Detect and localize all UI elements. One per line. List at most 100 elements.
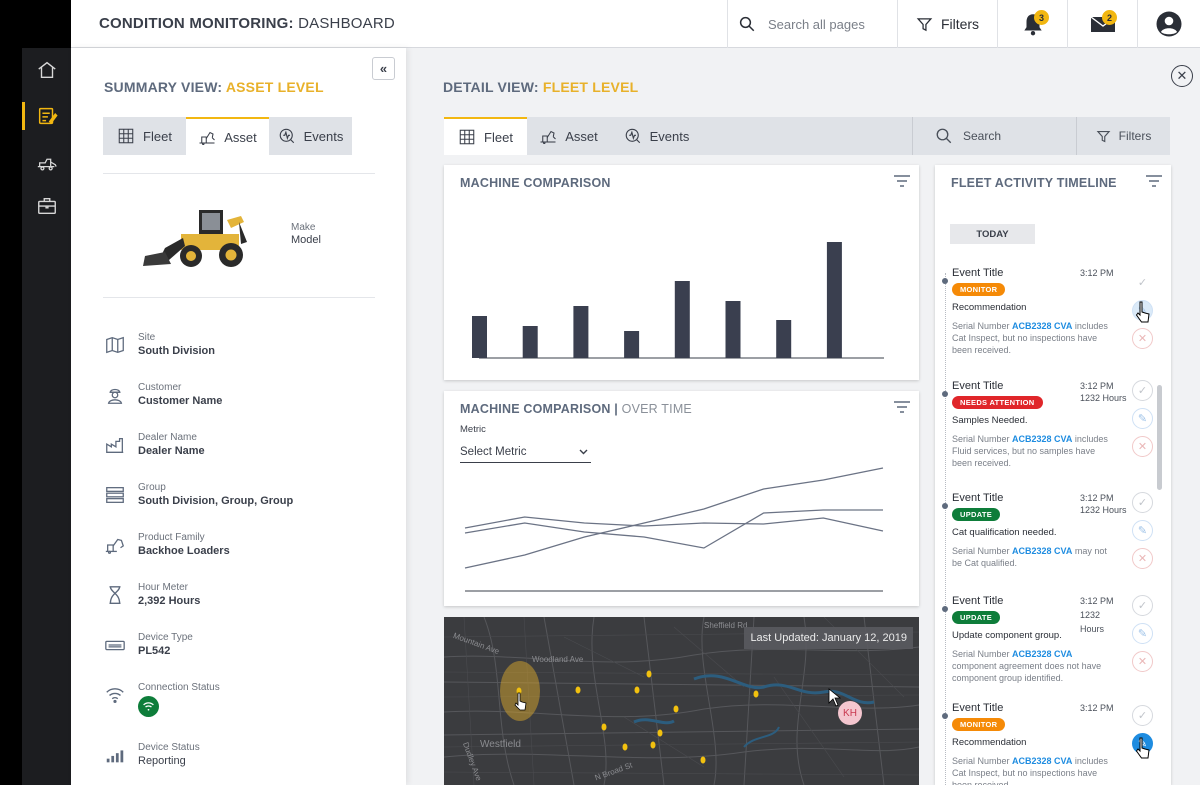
detail-search-label: Search [963,129,1002,143]
attr-device-status: Device Status Reporting [104,742,384,782]
event-time: 3:12 PM [1080,381,1114,391]
backhoe-icon [104,534,126,556]
user-avatar[interactable] [1137,0,1200,48]
event-serial-link[interactable]: ACB2328 CVA [1012,756,1073,766]
bar-chart-bar[interactable] [725,301,741,358]
event-desc-post: includes Fluid services, but no samples … [952,434,1108,468]
detail-tab-events[interactable]: Events [610,117,703,155]
wifi-connected-icon [143,702,154,711]
line-chart-series[interactable] [464,467,884,569]
close-icon[interactable]: ✕ [1132,328,1153,349]
search-icon [739,16,755,32]
timeline-event[interactable]: Event Title 3:12 PM 1232 Hours UPDATE Up… [935,595,1171,705]
event-desc-pre: Serial Number [952,321,1013,331]
event-desc-post: includes Cat Inspect, but no inspections… [952,756,1108,785]
map-marker [650,741,656,749]
summary-title: SUMMARY VIEW: ASSET LEVEL [104,79,324,95]
summary-tab-fleet[interactable]: Fleet [103,117,186,155]
chevron-down-icon [579,449,588,454]
bar-chart-bar[interactable] [522,326,538,358]
attr-customer: Customer Customer Name [104,382,384,422]
attr-group-label: Group [138,482,166,493]
close-icon[interactable]: ✕ [1132,651,1153,672]
edit-icon[interactable]: ✎ [1132,623,1153,644]
summary-tab-events[interactable]: Events [269,117,352,155]
briefcase-icon[interactable] [22,186,71,226]
line-chart-series[interactable] [464,509,883,549]
check-icon[interactable]: ✓ [1132,595,1153,616]
pointer-cursor-icon [1135,737,1150,759]
summary-tab-asset-label: Asset [224,129,257,145]
window-edge [0,0,22,785]
event-serial-link[interactable]: ACB2328 CVA [1012,546,1073,556]
messages-button[interactable]: 2 [1067,0,1137,48]
machine-icon[interactable] [22,142,71,182]
card-filter-icon[interactable] [1146,175,1162,187]
edit-note-icon[interactable] [22,96,71,136]
detail-search[interactable]: Search [912,117,1076,155]
detail-tab-fleet[interactable]: Fleet [444,117,527,155]
check-icon[interactable]: ✓ [1132,705,1153,726]
search-icon [936,128,952,144]
fleet-map[interactable]: Mountain Ave Woodland Ave Westfield Shef… [444,617,919,785]
close-icon[interactable]: ✕ [1132,436,1153,457]
window-edge-top [22,0,71,48]
summary-tab-events-label: Events [303,128,344,144]
event-recommendation: Update component group. [952,630,1062,641]
event-dot [942,606,948,612]
hourglass-icon [104,584,126,606]
header-filters-button[interactable]: Filters [897,0,997,48]
timeline-event[interactable]: Event Title 3:12 PM 1232 Hours UPDATE Ca… [935,492,1171,602]
summary-tab-asset[interactable]: Asset [186,117,269,155]
edit-icon[interactable]: ✎ [1132,520,1153,541]
summary-title-prefix: SUMMARY VIEW: [104,79,226,95]
bar-chart-bar[interactable] [573,306,589,358]
edit-icon[interactable]: ✎ [1132,408,1153,429]
metric-select[interactable]: Select Metric [460,441,591,463]
check-icon[interactable]: ✓ [1132,380,1153,401]
detail-filters-button[interactable]: Filters [1076,117,1170,155]
event-serial-link[interactable]: ACB2328 CVA [1012,434,1073,444]
grid-icon [118,128,134,144]
event-dot [942,278,948,284]
timeline-scrollbar[interactable] [1157,385,1162,490]
filter-icon [916,17,933,31]
card-filter-icon[interactable] [894,175,910,187]
global-search[interactable] [727,0,897,48]
bar-chart-bar[interactable] [674,281,690,358]
timeline-event[interactable]: Event Title 3:12 PM 1232 Hours NEEDS ATT… [935,380,1171,490]
connection-status-badge [138,696,159,717]
event-title: Event Title [952,492,1004,504]
event-serial-link[interactable]: ACB2328 CVA [1012,649,1073,659]
attr-connection-status: Connection Status [104,682,384,722]
detail-tab-asset[interactable]: Asset [527,117,610,155]
event-hours: 1232 Hours [1080,505,1127,515]
timeline-event[interactable]: Event Title 3:12 PM MONITOR Recommendati… [935,702,1171,785]
page-title-rest: DASHBOARD [293,15,395,32]
over-time-subtitle: OVER TIME [621,402,692,416]
close-detail-button[interactable]: ✕ [1171,65,1193,87]
user-location-avatar[interactable]: KH [838,701,862,725]
bar-chart-bar[interactable] [472,316,487,358]
timeline-event[interactable]: Event Title 3:12 PM MONITOR Recommendati… [935,267,1171,377]
collapse-panel-button[interactable]: « [372,57,395,80]
backhoe-loader-image [143,210,247,267]
attr-device-status-value: Reporting [138,755,186,767]
card-filter-icon[interactable] [894,401,910,413]
home-icon[interactable] [22,50,71,90]
bar-chart-bar[interactable] [624,331,640,358]
check-icon[interactable]: ✓ [1132,492,1153,513]
bar-chart-bar[interactable] [826,242,842,358]
event-dot [942,503,948,509]
check-icon[interactable]: ✓ [1132,272,1153,293]
global-search-input[interactable] [768,16,888,32]
attr-customer-label: Customer [138,382,182,393]
notifications-button[interactable]: 3 [997,0,1067,48]
close-icon[interactable]: ✕ [1132,548,1153,569]
asset-machine-icon [540,130,557,145]
event-serial-link[interactable]: ACB2328 CVA [1012,321,1073,331]
attr-dealer-label: Dealer Name [138,432,197,443]
bar-chart-bar[interactable] [776,320,792,358]
line-chart-series[interactable] [464,516,884,532]
event-recommendation: Recommendation [952,737,1027,748]
